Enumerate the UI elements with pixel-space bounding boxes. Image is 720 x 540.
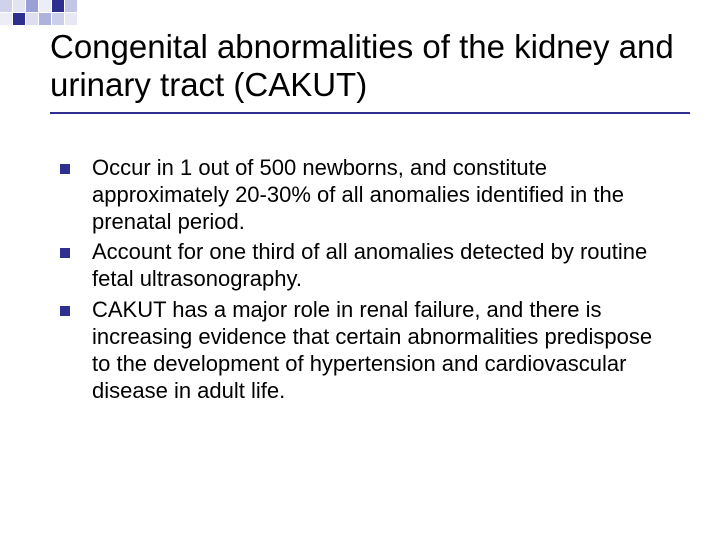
deco-square xyxy=(39,0,51,12)
slide-title: Congenital abnormalities of the kidney a… xyxy=(50,28,690,114)
bullet-item: Occur in 1 out of 500 newborns, and cons… xyxy=(60,155,675,235)
corner-decoration xyxy=(0,0,120,30)
deco-square xyxy=(13,0,25,12)
bullet-text: Occur in 1 out of 500 newborns, and cons… xyxy=(92,155,675,235)
bullet-item: CAKUT has a major role in renal failure,… xyxy=(60,297,675,404)
deco-row-0 xyxy=(0,0,120,13)
deco-square xyxy=(26,0,38,12)
bullet-marker-icon xyxy=(60,248,70,258)
bullet-text: CAKUT has a major role in renal failure,… xyxy=(92,297,675,404)
title-area: Congenital abnormalities of the kidney a… xyxy=(50,28,690,114)
bullet-text: Account for one third of all anomalies d… xyxy=(92,239,675,293)
deco-square xyxy=(52,13,64,25)
deco-square xyxy=(65,13,77,25)
deco-row-1 xyxy=(0,13,120,26)
deco-square xyxy=(52,0,64,12)
deco-square xyxy=(39,13,51,25)
bullet-marker-icon xyxy=(60,306,70,316)
deco-square xyxy=(13,13,25,25)
bullet-marker-icon xyxy=(60,164,70,174)
deco-square xyxy=(26,13,38,25)
deco-square xyxy=(65,0,77,12)
deco-square xyxy=(0,0,12,12)
bullet-item: Account for one third of all anomalies d… xyxy=(60,239,675,293)
body-area: Occur in 1 out of 500 newborns, and cons… xyxy=(60,155,675,408)
deco-square xyxy=(0,13,12,25)
